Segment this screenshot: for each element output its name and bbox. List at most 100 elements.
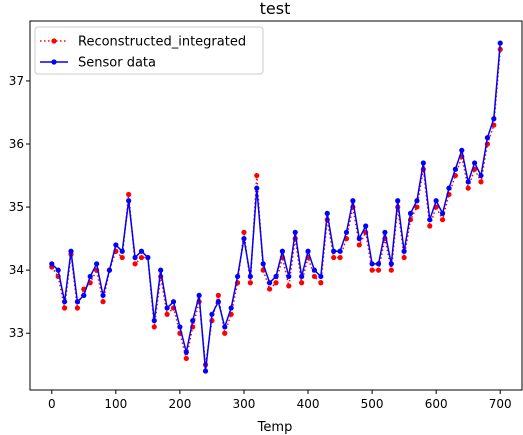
data-point — [433, 198, 439, 204]
data-point — [299, 273, 305, 280]
data-point — [170, 299, 177, 305]
data-point — [299, 280, 305, 286]
data-point — [286, 273, 292, 280]
data-point — [388, 261, 394, 267]
data-point — [164, 311, 170, 317]
data-point — [183, 355, 189, 362]
legend-marker — [51, 59, 57, 65]
x-tick-label: 0 — [48, 397, 56, 411]
x-tick-label: 700 — [489, 397, 512, 411]
data-point — [363, 223, 369, 229]
data-point — [452, 166, 458, 172]
data-point — [260, 261, 266, 267]
data-point — [100, 299, 106, 305]
data-point — [465, 185, 471, 191]
data-point — [375, 261, 382, 267]
data-point — [343, 229, 350, 235]
data-point — [471, 160, 478, 166]
data-point — [369, 261, 375, 267]
data-point — [215, 292, 221, 298]
legend-marker — [51, 38, 57, 44]
data-point — [183, 349, 189, 355]
data-point — [273, 280, 279, 286]
data-point — [478, 172, 484, 179]
series-layer — [49, 40, 503, 374]
data-point — [247, 280, 253, 286]
data-point — [279, 248, 286, 254]
data-point — [465, 179, 471, 185]
legend: Reconstructed_integrated Sensor data — [34, 26, 264, 75]
data-point — [318, 280, 324, 286]
data-point — [311, 267, 318, 273]
data-point — [395, 198, 401, 204]
data-point — [497, 40, 503, 46]
data-point — [420, 160, 426, 166]
y-tick-label: 35 — [9, 200, 24, 214]
data-point — [61, 299, 68, 305]
y-axis: 33 34 35 36 37 — [9, 74, 30, 340]
data-point — [196, 292, 202, 298]
legend-label: Sensor data — [78, 56, 156, 71]
data-point — [209, 311, 215, 317]
data-point — [484, 135, 491, 141]
data-point — [273, 273, 279, 280]
x-tick-label: 100 — [104, 397, 127, 411]
data-point — [439, 210, 446, 216]
data-point — [292, 229, 298, 235]
data-point — [222, 330, 228, 336]
data-point — [145, 254, 151, 261]
data-point — [266, 280, 273, 286]
data-point — [126, 198, 132, 204]
data-point — [241, 229, 247, 235]
data-point — [254, 185, 260, 191]
data-point — [68, 248, 74, 254]
data-point — [254, 172, 260, 179]
data-point — [222, 324, 228, 330]
x-tick-label: 500 — [361, 397, 384, 411]
x-tick-label: 200 — [168, 397, 191, 411]
data-point — [151, 324, 157, 330]
data-point — [356, 242, 362, 248]
data-point — [266, 286, 273, 292]
y-tick-label: 36 — [9, 137, 24, 151]
data-point — [459, 147, 465, 153]
data-point — [55, 267, 61, 273]
data-point — [138, 248, 145, 254]
data-point — [138, 254, 145, 261]
data-point — [331, 248, 337, 254]
data-point — [388, 267, 394, 273]
data-point — [190, 318, 196, 324]
data-point — [337, 248, 343, 254]
x-axis-title: Temp — [257, 420, 293, 435]
data-point — [81, 292, 87, 298]
data-point — [491, 116, 497, 122]
data-point — [74, 305, 81, 311]
data-point — [74, 299, 81, 305]
data-point — [350, 198, 356, 204]
data-point — [356, 236, 362, 242]
x-tick-label: 400 — [297, 397, 320, 411]
data-point — [94, 261, 100, 267]
data-point — [401, 254, 407, 261]
data-point — [228, 305, 234, 311]
data-point — [49, 261, 55, 267]
data-point — [337, 254, 343, 261]
y-tick-label: 34 — [9, 263, 24, 277]
data-point — [241, 236, 247, 242]
data-point — [407, 210, 414, 216]
data-point — [305, 248, 311, 254]
data-point — [202, 368, 209, 374]
y-tick-label: 33 — [9, 326, 24, 340]
legend-box — [34, 26, 264, 75]
data-point — [106, 267, 113, 273]
data-point — [382, 229, 388, 235]
data-point — [318, 273, 324, 280]
data-point — [126, 191, 132, 198]
legend-label: Reconstructed_integrated — [78, 35, 246, 50]
data-point — [375, 267, 382, 273]
data-point — [427, 223, 433, 229]
data-point — [311, 273, 318, 280]
data-point — [414, 204, 420, 210]
x-axis: 0 100 200 300 400 500 600 700 — [48, 390, 512, 411]
